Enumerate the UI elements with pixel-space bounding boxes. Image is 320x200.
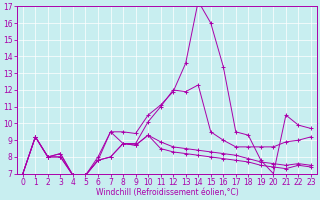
X-axis label: Windchill (Refroidissement éolien,°C): Windchill (Refroidissement éolien,°C): [96, 188, 238, 197]
